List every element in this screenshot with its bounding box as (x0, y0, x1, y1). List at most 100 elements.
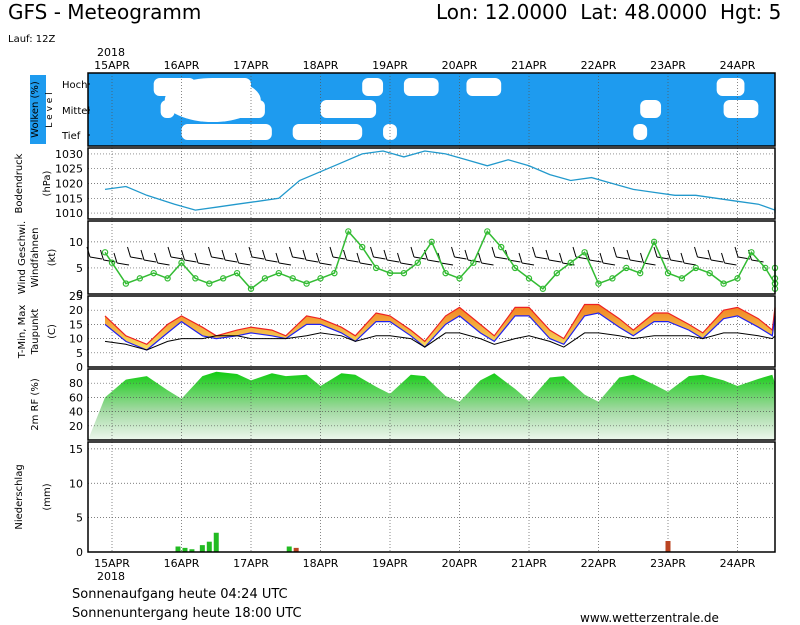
wind-speed-point (289, 275, 296, 282)
wind-speed-point (553, 269, 561, 277)
tick-label: 40 (69, 406, 83, 419)
cloud-clear-tief (292, 124, 363, 140)
cloud-label-bg (30, 75, 46, 144)
wind-speed-point (108, 259, 116, 266)
date-label-top: 18APR (303, 59, 339, 72)
date-label-bottom: 20APR (442, 557, 478, 570)
wind-barb-shaft (373, 256, 386, 260)
wind-barb-flag (478, 252, 482, 264)
wind-barb-shaft (643, 262, 656, 266)
wind-barb-shaft (656, 256, 670, 260)
wind-barb-shaft (670, 259, 683, 263)
precip-bar (293, 547, 299, 552)
wind-barb-flag (154, 252, 158, 264)
wind-speed-point (748, 249, 755, 256)
cloud-clear-mittel (723, 100, 759, 118)
wind-barb-shaft (157, 262, 170, 266)
wind-barb-shaft (548, 259, 562, 263)
wind-barb-flag (275, 252, 280, 264)
wind-speed-point (595, 280, 602, 287)
wind-barb-shaft (346, 259, 359, 263)
cloud-clear-mittel (320, 100, 377, 118)
wind-barb-shaft (251, 256, 265, 260)
tick-label: 25 (69, 290, 83, 303)
axis-title-10: Niederschlag (14, 464, 25, 529)
axis-title-8: (C) (47, 324, 58, 339)
dewpoint-line (104, 330, 776, 351)
date-label-bottom: 19APR (372, 557, 408, 570)
axis-title-11: (mm) (42, 483, 53, 510)
wind-barb-flag (464, 249, 469, 261)
tmax-line (104, 303, 776, 346)
wind-barb-flag (734, 246, 739, 258)
wind-barb-shaft (697, 256, 710, 260)
wind-barb-shaft (116, 262, 130, 266)
axis-title-9: 2m RF (%) (30, 378, 41, 431)
sunrise-text: Sonnenaufgang heute 04:24 UTC (72, 587, 288, 602)
pressure-line (104, 150, 776, 214)
date-label-top: 23APR (650, 59, 686, 72)
tick-label: 10 (69, 236, 83, 249)
wind-barb-shaft (278, 262, 292, 266)
panel-frame (87, 220, 776, 295)
panel-frame (87, 295, 776, 368)
humidity-area (88, 371, 775, 440)
tick-label: 1020 (55, 178, 83, 191)
precip-bar (206, 541, 212, 552)
wind-speed-point (442, 269, 449, 277)
panels: Wolken (%) Bodendruck (hPa) Wind Geschwi. Wi… (14, 72, 779, 559)
wind-barb-flag (667, 249, 671, 261)
wind-barb-flag (721, 252, 725, 264)
tick-label: 0 (76, 546, 83, 559)
date-label-top: 20APR (442, 59, 478, 72)
axis-title-2: (hPa) (42, 170, 53, 196)
wind-speed-point (206, 280, 213, 287)
wind-speed-point (734, 275, 741, 282)
wind-speed-point (720, 280, 727, 287)
wind-barb-flag (572, 246, 577, 258)
wind-barb-flag (532, 246, 536, 258)
cloud-clear-hoch (403, 78, 439, 96)
wind-barb-flag (167, 246, 172, 258)
axis-title-7: Taupunkt (30, 309, 41, 356)
wind-speed-point (511, 264, 519, 272)
precip-bar (286, 546, 292, 552)
wind-barb-flag (100, 249, 104, 261)
wind-barb-shaft (521, 262, 535, 266)
cloud-clear-mittel (640, 100, 662, 118)
wind-barb-shaft (724, 262, 737, 266)
wind-speed-point (317, 275, 324, 282)
wind-speed-point (372, 264, 380, 272)
date-label-top: 22APR (581, 59, 617, 72)
level-label-mittel: Mittel (62, 106, 90, 117)
tick-label: 1025 (55, 163, 83, 176)
wind-barb-flag (316, 252, 320, 264)
wind-barb-flag (518, 252, 523, 264)
wind-speed-point (345, 228, 352, 235)
wind-barb-shaft (589, 259, 602, 263)
wind-speed-point (637, 269, 644, 277)
wind-speed-point (678, 275, 686, 282)
source-link[interactable]: www.wetterzentrale.de (580, 611, 719, 625)
wind-barb-flag (397, 252, 401, 264)
tick-label: 10 (69, 477, 83, 490)
date-label-top: 21APR (511, 59, 547, 72)
wind-barb-flag (140, 249, 145, 261)
wind-speed-point (178, 259, 185, 266)
wind-barb-flag (127, 246, 131, 258)
tick-label: 1010 (55, 207, 83, 220)
tick-label: 15 (69, 443, 83, 456)
wind-speed-point (303, 280, 310, 287)
bottom-date-labels: 15APR 16APR 17APR 18APR 19APR 20APR 21APR 22APR… (94, 557, 756, 570)
wind-speed-point (456, 275, 463, 282)
date-label-bottom: 23APR (650, 557, 686, 570)
wind-speed-point (164, 275, 171, 282)
wind-speed-point (122, 280, 130, 287)
wind-barb-flag (626, 249, 631, 261)
cloud-clear-blob (164, 78, 261, 122)
wind-barb-flag (491, 246, 496, 258)
sunset-text: Sonnenuntergang heute 18:00 UTC (72, 606, 302, 621)
wind-barb-shaft (413, 256, 427, 260)
tick-label: 1015 (55, 192, 83, 205)
tick-label: 20 (69, 304, 83, 317)
